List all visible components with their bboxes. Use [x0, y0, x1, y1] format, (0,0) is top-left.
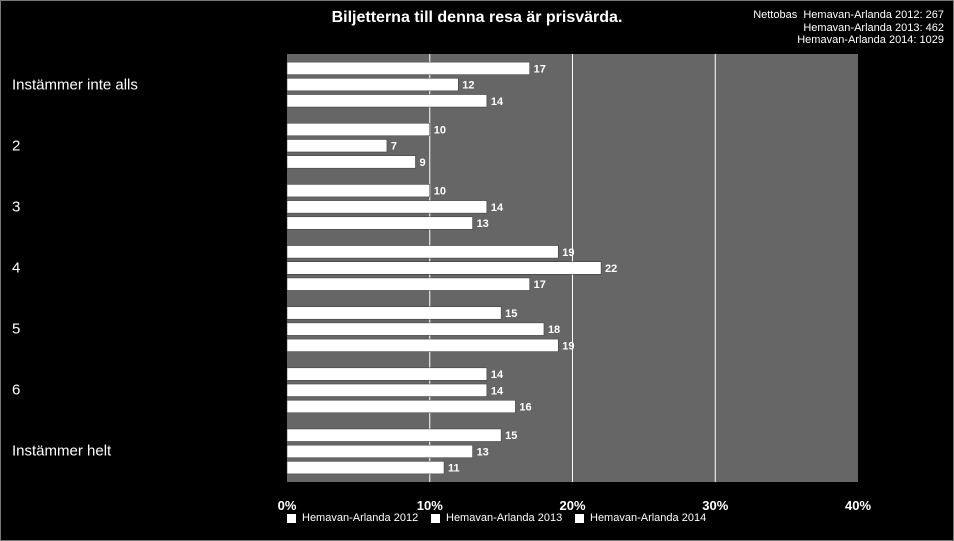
bar: [286, 338, 559, 352]
category-label: 3: [12, 198, 21, 216]
nettobas-value-2012: Hemavan-Arlanda 2012: 267: [803, 9, 944, 21]
bar: [286, 399, 516, 413]
legend-item: Hemavan-Arlanda 2014: [575, 512, 706, 524]
bar: [286, 216, 473, 230]
legend-label: Hemavan-Arlanda 2013: [446, 512, 563, 524]
category-label: 6: [12, 381, 21, 399]
bar: [286, 306, 502, 320]
bar: [286, 155, 416, 169]
bar: [286, 94, 488, 108]
data-label: 9: [419, 157, 425, 169]
bar: [286, 261, 602, 275]
bar: [286, 322, 545, 336]
bar: [286, 139, 388, 153]
nettobas-label: Nettobas: [753, 9, 798, 21]
bar: [286, 461, 445, 475]
bar: [286, 245, 559, 259]
data-label: 12: [462, 80, 474, 92]
nettobas-line-2013: Hemavan-Arlanda 2013: 462: [803, 21, 944, 34]
bar: [286, 78, 459, 92]
legend-swatch: [287, 513, 296, 523]
category-label: 2: [12, 137, 21, 155]
data-label: 17: [534, 279, 546, 291]
legend-swatch: [575, 513, 584, 523]
legend-label: Hemavan-Arlanda 2014: [590, 512, 707, 524]
data-label: 19: [562, 247, 574, 259]
category-label: 5: [12, 320, 21, 338]
legend-swatch: [431, 513, 440, 523]
data-label: 14: [491, 369, 504, 381]
data-label: 16: [519, 401, 531, 413]
nettobas-line-2012: Nettobas Hemavan-Arlanda 2012: 267: [753, 9, 944, 22]
data-label: 13: [477, 218, 489, 230]
x-tick-label: 0%: [278, 498, 297, 513]
x-tick-label: 40%: [845, 498, 871, 513]
data-label: 14: [491, 202, 504, 214]
category-label: Instämmer helt: [12, 442, 112, 460]
data-label: 13: [477, 446, 489, 458]
legend-item: Hemavan-Arlanda 2012: [287, 512, 418, 524]
data-label: 11: [448, 463, 460, 475]
bar: [286, 200, 488, 214]
bar: [286, 428, 502, 442]
bar: [286, 367, 488, 381]
data-label: 7: [391, 141, 397, 153]
x-tick-label: 10%: [417, 498, 443, 513]
bar: [286, 383, 488, 397]
bar: [286, 444, 473, 458]
data-label: 17: [534, 63, 546, 75]
data-label: 19: [562, 340, 574, 352]
category-label: 4: [12, 259, 21, 277]
bar: [286, 61, 530, 75]
x-tick-label: 30%: [702, 498, 728, 513]
legend-item: Hemavan-Arlanda 2013: [431, 512, 562, 524]
data-label: 14: [491, 385, 504, 397]
data-label: 10: [434, 125, 446, 137]
data-label: 18: [548, 324, 560, 336]
bar: [286, 184, 430, 198]
x-tick-label: 20%: [559, 498, 585, 513]
nettobas-line-2014: Hemavan-Arlanda 2014: 1029: [797, 34, 944, 46]
category-label: Instämmer inte alls: [12, 76, 138, 94]
bar: [286, 277, 530, 291]
data-label: 10: [434, 186, 446, 198]
data-label: 22: [605, 263, 617, 275]
data-label: 15: [505, 308, 517, 320]
data-label: 14: [491, 96, 504, 108]
nettobas-info: Nettobas Hemavan-Arlanda 2012: 267 Hemav…: [753, 9, 944, 47]
legend-label: Hemavan-Arlanda 2012: [302, 512, 419, 524]
chart-title: Biljetterna till denna resa är prisvärda…: [331, 9, 623, 26]
data-label: 15: [505, 430, 517, 442]
bar: [286, 123, 430, 137]
